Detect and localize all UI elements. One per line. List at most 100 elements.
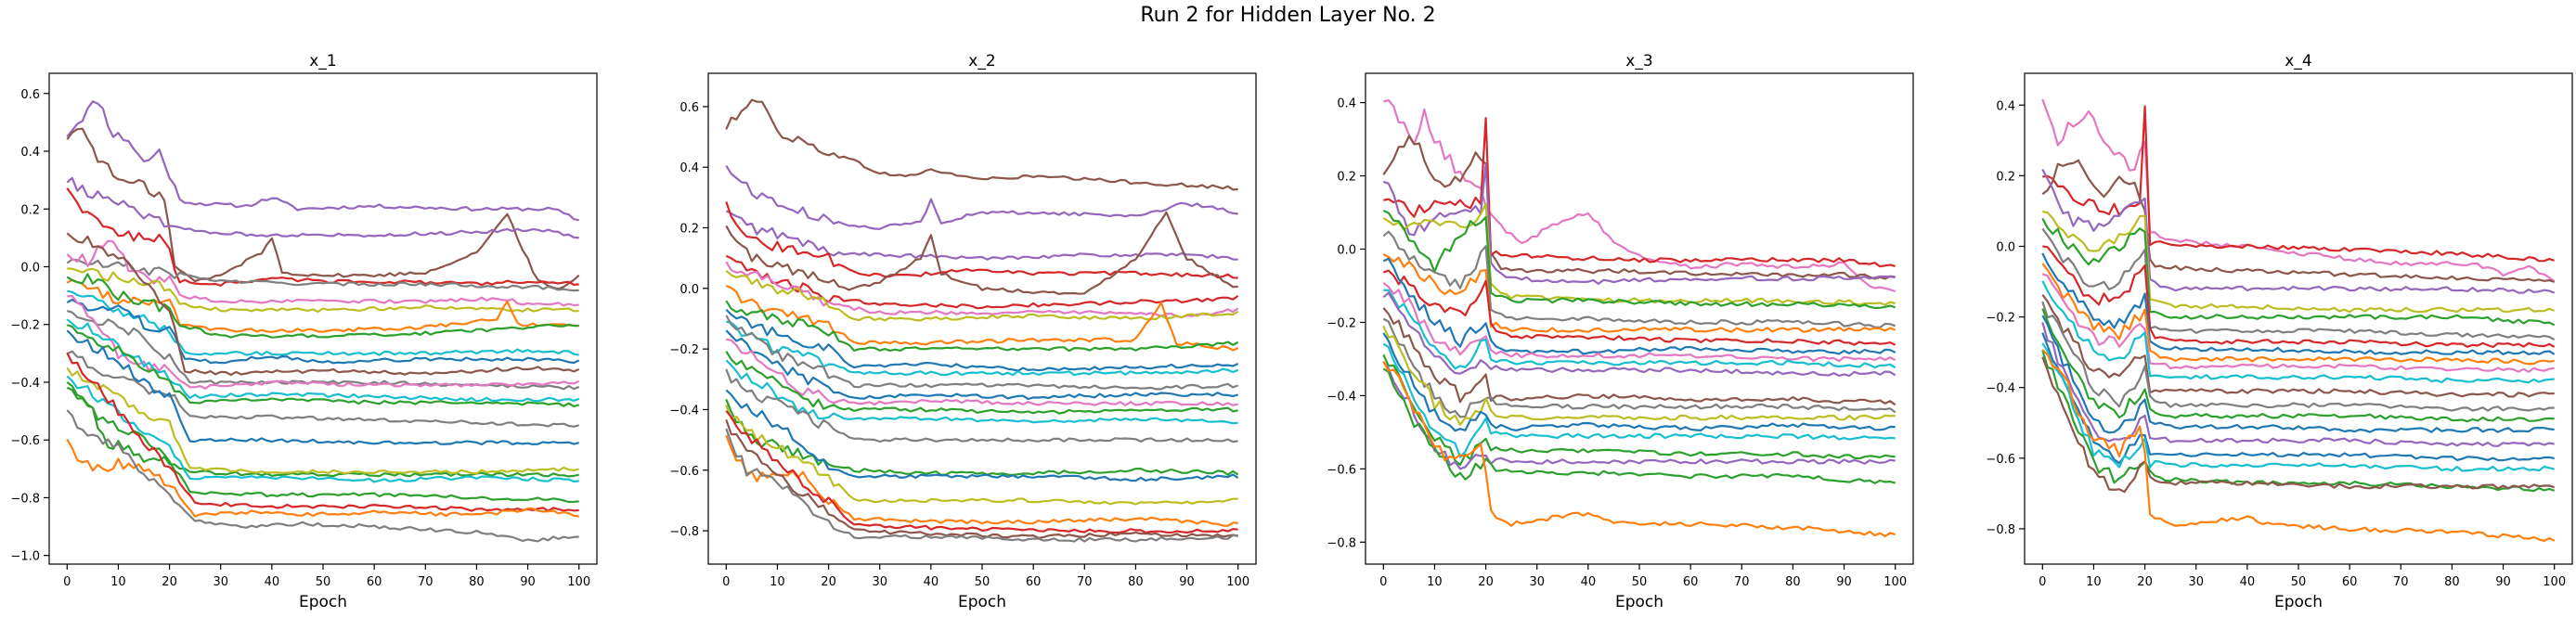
series-line xyxy=(725,351,1238,415)
series-line xyxy=(2041,301,2555,412)
x-tick-label: 60 xyxy=(1683,575,1699,589)
x-tick-label: 80 xyxy=(1785,575,1801,589)
y-tick-label: −0.8 xyxy=(669,525,699,539)
y-tick-label: −0.2 xyxy=(1327,316,1356,330)
x-tick-label: 0 xyxy=(63,575,71,589)
series-line xyxy=(725,389,1239,482)
figure-title: Run 2 for Hidden Layer No. 2 xyxy=(1140,4,1436,27)
y-tick-label: −0.8 xyxy=(1327,536,1356,550)
x-tick-label: 100 xyxy=(1226,575,1249,589)
y-tick-label: 0.0 xyxy=(20,261,40,275)
x-tick-label: 70 xyxy=(2393,575,2409,589)
x-axis-label: Epoch xyxy=(1615,593,1663,611)
series-line xyxy=(66,187,579,287)
series-line xyxy=(725,300,1239,353)
series-line xyxy=(66,409,579,543)
series-line xyxy=(1382,291,1896,378)
x-tick-label: 30 xyxy=(1529,575,1545,589)
x-tick-label: 40 xyxy=(265,575,280,589)
y-tick-label: 0.2 xyxy=(20,203,40,217)
series-line xyxy=(1382,317,1896,418)
series-line xyxy=(726,320,1239,377)
y-tick-label: 0.4 xyxy=(20,146,40,160)
y-tick-label: 0.2 xyxy=(1996,170,2015,184)
x-tick-label: 0 xyxy=(1379,575,1387,589)
series-line xyxy=(66,310,580,391)
series-line xyxy=(66,375,579,483)
series-line xyxy=(2041,356,2556,494)
series-line xyxy=(1382,269,1896,346)
series-line xyxy=(1382,98,1896,293)
x-axis-label: Epoch xyxy=(958,593,1006,611)
x-axis-label: Epoch xyxy=(299,593,347,611)
series-line xyxy=(725,284,1239,352)
x-tick-label: 90 xyxy=(1836,575,1852,589)
x-tick-label: 50 xyxy=(975,575,990,589)
plot-lines xyxy=(66,100,580,543)
subplot-x1: 0 10 20 30 40 50 60 70 80 90 100 −1.0 −0.8 −0.6 −0.4 −0… xyxy=(10,52,598,611)
y-tick-label: −0.2 xyxy=(669,343,699,357)
series-line xyxy=(1382,332,1896,432)
series-line xyxy=(725,201,1238,279)
x-axis-label: Epoch xyxy=(2274,593,2323,611)
series-line xyxy=(1382,253,1896,333)
series-line xyxy=(2041,168,2556,294)
series-line xyxy=(1382,367,1896,484)
series-line xyxy=(2041,227,2556,341)
x-tick-label: 0 xyxy=(722,575,730,589)
series-line xyxy=(725,359,1238,425)
series-line xyxy=(725,165,1238,230)
x-tick-label: 40 xyxy=(924,575,939,589)
x-tick-label: 80 xyxy=(1128,575,1144,589)
series-line xyxy=(725,315,1239,391)
series-line xyxy=(725,210,1238,261)
series-line xyxy=(725,98,1238,191)
series-line xyxy=(2041,332,2555,465)
series-line xyxy=(2041,263,2555,366)
series-line xyxy=(725,269,1239,322)
series-line xyxy=(66,352,579,512)
x-tick-label: 50 xyxy=(1632,575,1648,589)
x-tick-label: 80 xyxy=(2444,575,2460,589)
series-line xyxy=(2042,245,2556,349)
series-line xyxy=(2041,98,2556,283)
subplot-x2: 0 10 20 30 40 50 60 70 80 90 100 −0.8 −0.6 −0.4 −0.2 0.… xyxy=(669,52,1257,611)
subplot-title: x_1 xyxy=(309,52,336,71)
series-line xyxy=(1382,257,1896,355)
y-tick-label: −0.4 xyxy=(10,377,40,391)
x-tick-label: 60 xyxy=(367,575,382,589)
x-tick-label: 100 xyxy=(2543,575,2566,589)
y-tick-label: 0.4 xyxy=(1996,99,2015,113)
x-tick-label: 20 xyxy=(162,575,177,589)
y-tick-label: −0.2 xyxy=(1986,312,2015,326)
y-tick-label: −0.6 xyxy=(1327,463,1356,477)
plot-lines xyxy=(1382,98,1896,537)
y-tick-label: −0.6 xyxy=(669,465,699,479)
series-line xyxy=(2041,349,2556,542)
series-line xyxy=(725,309,1239,372)
y-tick-label: 0.4 xyxy=(680,161,699,175)
series-line xyxy=(726,338,1238,406)
series-line xyxy=(67,289,579,356)
series-line xyxy=(66,318,580,403)
series-line xyxy=(725,368,1238,443)
y-tick-label: 0.4 xyxy=(1337,97,1356,111)
y-tick-label: 0.6 xyxy=(20,88,40,102)
x-tick-label: 30 xyxy=(213,575,228,589)
x-tick-label: 90 xyxy=(2495,575,2511,589)
series-line xyxy=(1382,162,1896,285)
series-line xyxy=(1382,325,1896,426)
y-tick-label: −0.4 xyxy=(1327,390,1356,404)
x-tick-label: 60 xyxy=(2342,575,2358,589)
subplot-title: x_3 xyxy=(1625,52,1652,71)
x-tick-label: 30 xyxy=(2188,575,2204,589)
y-tick-label: −0.6 xyxy=(10,434,40,448)
x-tick-label: 40 xyxy=(1581,575,1597,589)
y-tick-label: −0.8 xyxy=(1986,523,2015,537)
x-tick-label: 10 xyxy=(2086,575,2102,589)
series-line xyxy=(1382,209,1896,309)
y-tick-label: 0.6 xyxy=(680,101,699,115)
series-line xyxy=(725,428,1238,543)
series-line xyxy=(725,405,1238,506)
x-tick-label: 40 xyxy=(2240,575,2256,589)
